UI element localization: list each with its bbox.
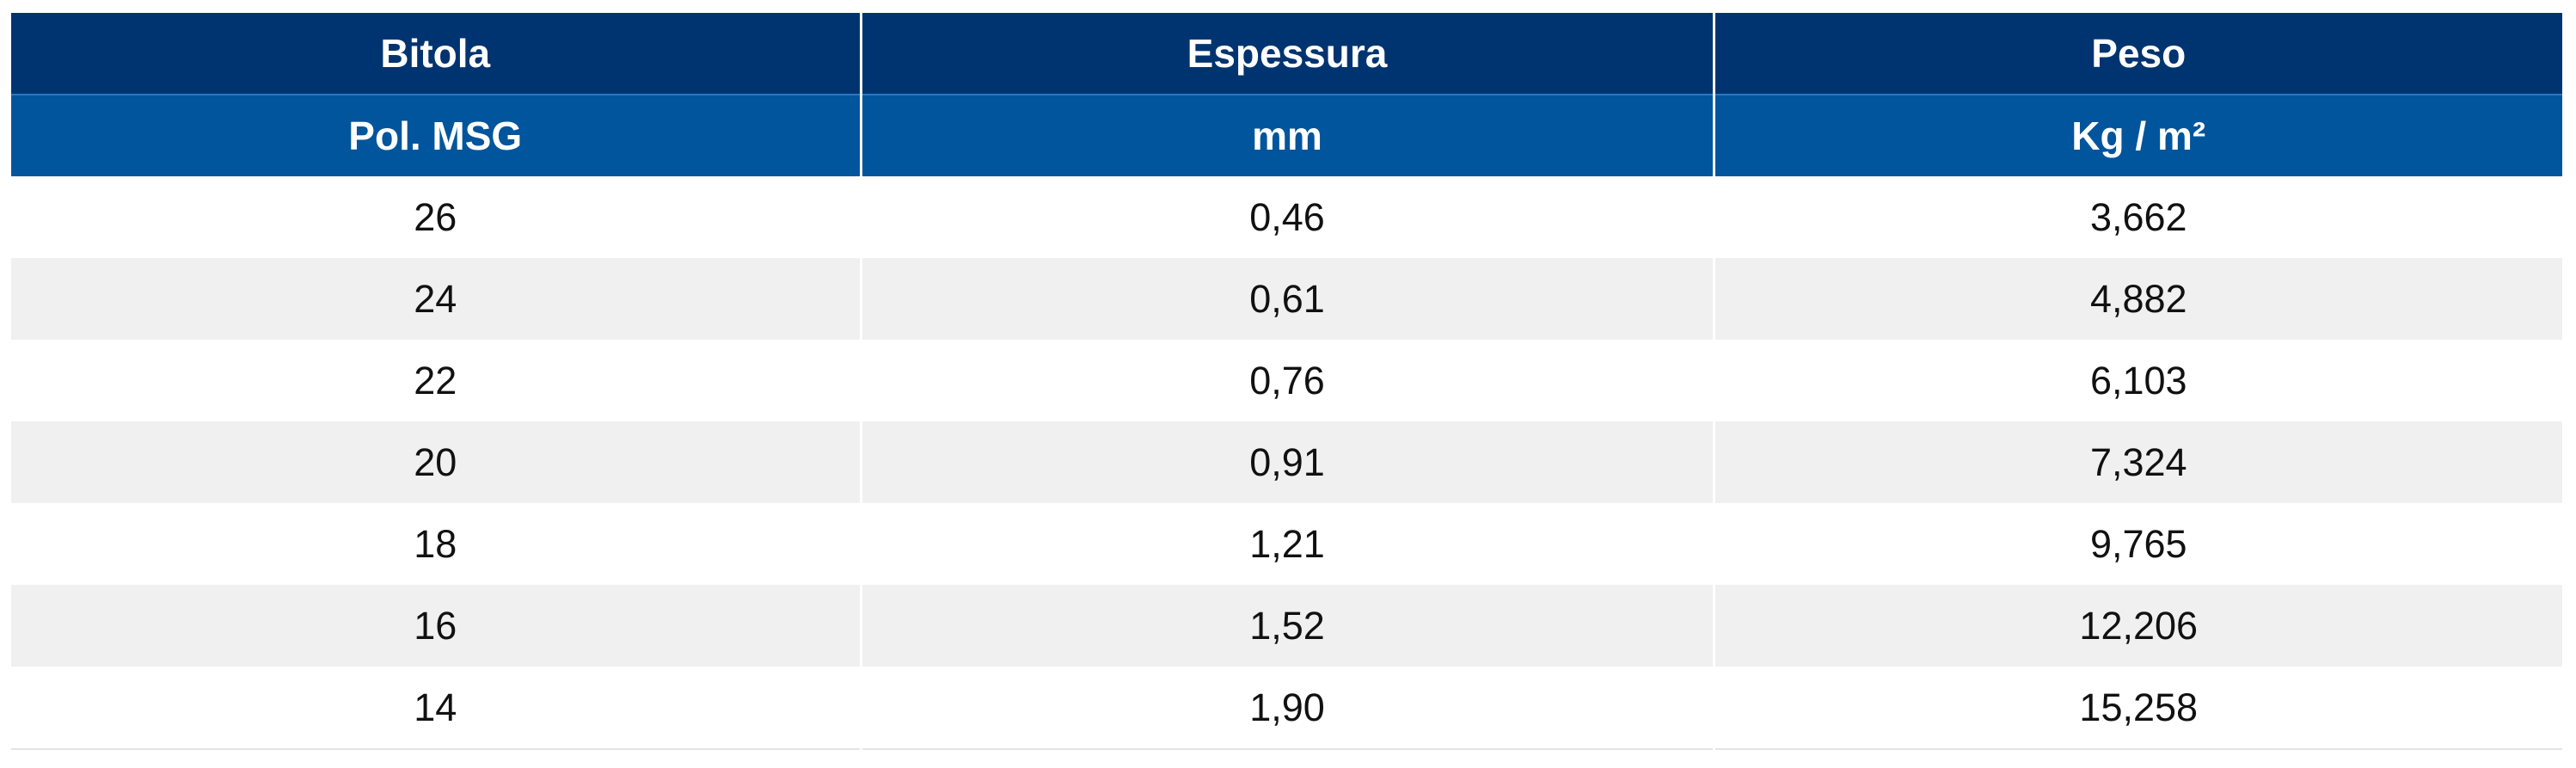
header-cell: Peso: [1712, 13, 2562, 95]
table-cell: 16: [11, 585, 861, 667]
table-cell: 15,258: [1712, 667, 2562, 750]
table-cell: 1,90: [859, 667, 1714, 750]
table-cell: 12,206: [1712, 585, 2562, 667]
header-cell: Bitola: [11, 13, 861, 95]
table-cell: 1,52: [859, 585, 1714, 667]
table-header: Bitola Espessura Peso Pol. MSG mm Kg / m²: [11, 13, 2562, 176]
table-cell: 6,103: [1712, 340, 2562, 421]
table-row: 26 0,46 3,662: [11, 176, 2562, 258]
table-body: 26 0,46 3,662 24 0,61 4,882 22 0,76 6,103 20 0,91 7…: [11, 176, 2562, 750]
table-cell: 0,46: [859, 176, 1714, 258]
table-cell: 0,61: [859, 258, 1714, 340]
table-row: 16 1,52 12,206: [11, 585, 2562, 667]
table-cell: 14: [11, 667, 861, 750]
table-cell: 7,324: [1712, 421, 2562, 503]
table-cell: 18: [11, 503, 861, 585]
header-cell: Pol. MSG: [11, 94, 861, 176]
table-cell: 0,91: [859, 421, 1714, 503]
table-row: 22 0,76 6,103: [11, 340, 2562, 421]
table-cell: 9,765: [1712, 503, 2562, 585]
table-cell: 20: [11, 421, 861, 503]
table-cell: 24: [11, 258, 861, 340]
table-cell: 26: [11, 176, 861, 258]
header-row: Bitola Espessura Peso: [11, 13, 2562, 95]
table-cell: 22: [11, 340, 861, 421]
table-row: 24 0,61 4,882: [11, 258, 2562, 340]
header-cell: Espessura: [859, 13, 1714, 95]
header-row: Pol. MSG mm Kg / m²: [11, 94, 2562, 176]
table-row: 14 1,90 15,258: [11, 667, 2562, 750]
table-row: 18 1,21 9,765: [11, 503, 2562, 585]
table-cell: 3,662: [1712, 176, 2562, 258]
header-cell: mm: [859, 94, 1714, 176]
header-cell: Kg / m²: [1712, 94, 2562, 176]
table-cell: 1,21: [859, 503, 1714, 585]
table-cell: 0,76: [859, 340, 1714, 421]
table-cell: 4,882: [1712, 258, 2562, 340]
table-row: 20 0,91 7,324: [11, 421, 2562, 503]
gauge-table: Bitola Espessura Peso Pol. MSG mm Kg / m² 26 0…: [11, 13, 2562, 750]
